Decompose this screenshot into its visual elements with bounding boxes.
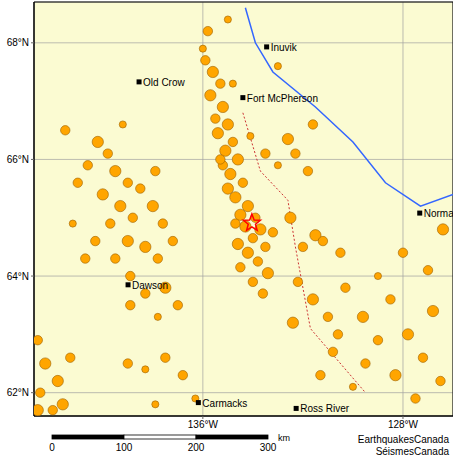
- svg-text:68°N: 68°N: [8, 37, 29, 48]
- svg-text:62°N: 62°N: [8, 387, 29, 398]
- svg-text:0: 0: [49, 442, 55, 453]
- svg-text:300: 300: [260, 442, 277, 453]
- svg-text:128°W: 128°W: [388, 419, 419, 430]
- svg-text:Dawson: Dawson: [132, 280, 168, 291]
- svg-text:64°N: 64°N: [8, 271, 29, 282]
- svg-text:200: 200: [188, 442, 205, 453]
- svg-text:SéismesCanada: SéismesCanada: [376, 446, 445, 457]
- svg-text:Old Crow: Old Crow: [143, 77, 185, 88]
- svg-text:Fort McPherson: Fort McPherson: [247, 93, 318, 104]
- svg-text:km: km: [278, 433, 290, 443]
- svg-text:EarthquakesCanada: EarthquakesCanada: [358, 434, 445, 445]
- svg-text:Carmacks: Carmacks: [202, 398, 247, 409]
- svg-text:Ross River: Ross River: [300, 403, 350, 414]
- svg-text:136°W: 136°W: [188, 419, 219, 430]
- svg-text:66°N: 66°N: [8, 154, 29, 165]
- svg-text:Norma: Norma: [424, 208, 445, 219]
- svg-text:100: 100: [116, 442, 133, 453]
- svg-text:Inuvik: Inuvik: [271, 42, 298, 53]
